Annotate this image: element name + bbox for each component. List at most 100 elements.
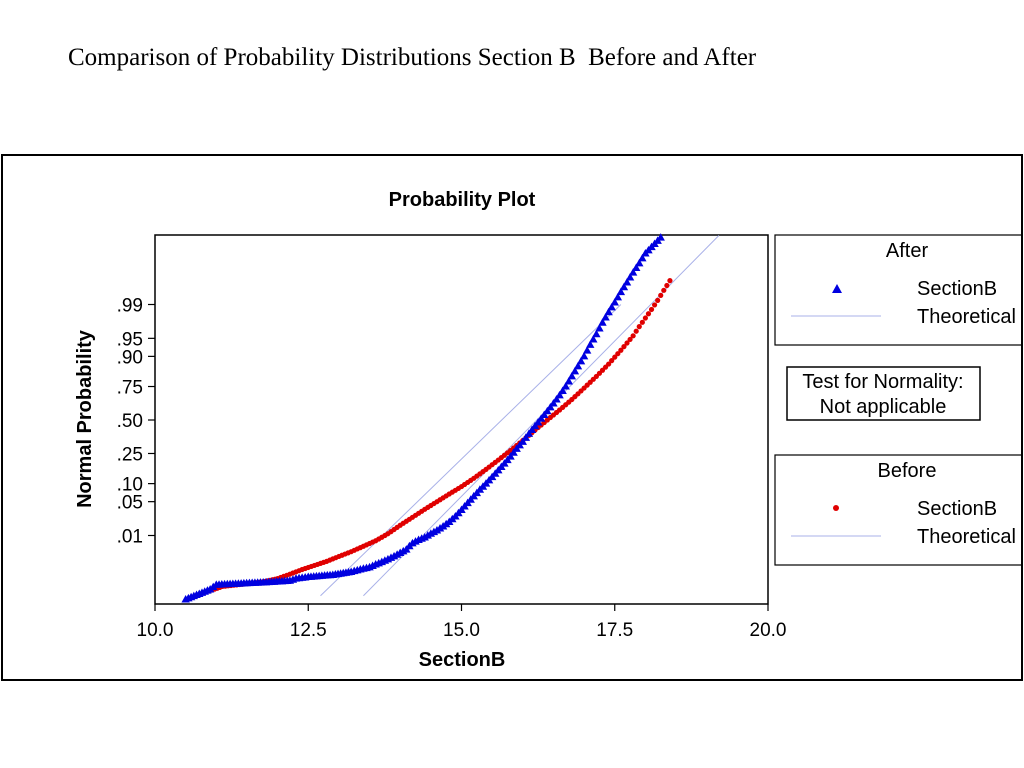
y-axis-title: Normal Probability <box>74 329 96 508</box>
legend-before-marker <box>833 505 839 511</box>
after-point <box>622 277 632 286</box>
after-point <box>586 340 595 348</box>
before-point <box>667 278 673 284</box>
after-points <box>181 233 665 603</box>
x-tick-label: 20.0 <box>750 620 787 641</box>
before-point <box>609 358 615 364</box>
before-point <box>655 297 661 304</box>
after-point <box>638 253 647 262</box>
plot-area <box>154 234 769 605</box>
after-point <box>549 399 558 407</box>
y-tick-label: .95 <box>117 329 143 350</box>
after-point <box>589 335 598 343</box>
after-point <box>616 287 626 296</box>
after-point <box>595 323 604 332</box>
after-point <box>546 402 555 411</box>
y-tick-label: .99 <box>117 296 143 317</box>
before-point <box>645 311 652 317</box>
x-tick-label: 17.5 <box>596 620 633 641</box>
after-point <box>625 273 635 281</box>
before-point <box>606 361 612 367</box>
after-point <box>536 414 546 422</box>
legend-before: Before SectionB Theoretical <box>774 454 1021 566</box>
legend-before-line-label: Theoretical <box>917 526 1016 548</box>
legend-before-box <box>774 454 1021 566</box>
after-point <box>579 351 589 360</box>
y-tick-label: .05 <box>117 493 143 514</box>
y-tick-label: .50 <box>117 411 143 432</box>
before-point <box>618 347 624 353</box>
before-point <box>658 292 664 298</box>
probability-plot: Probability Plot 10.0 12.5 15.0 17.5 20.0 .9… <box>74 189 1021 671</box>
x-axis: 10.0 12.5 15.0 17.5 20.0 <box>137 604 787 641</box>
legend-after-heading: After <box>886 240 929 262</box>
plot-title: Probability Plot <box>389 189 536 211</box>
normality-line2: Not applicable <box>820 396 947 418</box>
before-point <box>627 336 633 343</box>
x-axis-title: SectionB <box>419 649 506 671</box>
after-point <box>632 263 641 271</box>
y-tick-label: .25 <box>117 444 143 465</box>
legend-before-series-label: SectionB <box>917 498 997 520</box>
after-point <box>604 307 613 316</box>
after-point <box>576 356 586 365</box>
after-point <box>552 394 561 403</box>
after-point <box>582 346 592 354</box>
before-point <box>639 319 645 325</box>
y-axis: .99 .95.90 .75 .50 .25 .10.05 .01 <box>117 296 155 548</box>
after-point <box>619 282 629 291</box>
x-tick-label: 15.0 <box>443 620 480 641</box>
after-point <box>570 366 580 375</box>
after-point <box>555 390 564 399</box>
before-point <box>661 287 667 293</box>
y-tick-label: .01 <box>117 527 143 548</box>
before-point <box>651 302 658 308</box>
slide-title: Comparison of Probability Distributions … <box>68 44 757 71</box>
before-point <box>612 354 618 360</box>
after-point <box>509 448 518 456</box>
legend-after-marker <box>832 284 842 293</box>
after-point <box>573 361 583 370</box>
before-point <box>630 333 636 339</box>
after-point <box>540 410 549 418</box>
after-point <box>524 429 534 437</box>
before-point <box>615 351 621 357</box>
after-point <box>558 386 567 394</box>
before-point <box>621 344 627 350</box>
theoretical-line <box>320 304 622 597</box>
after-point <box>613 292 623 301</box>
legend-after-series-label: SectionB <box>917 278 997 300</box>
before-point <box>633 328 639 334</box>
legend-after-line-label: Theoretical <box>917 306 1016 328</box>
after-point <box>521 433 531 441</box>
after-point <box>628 268 638 276</box>
y-tick-label: .90 <box>117 347 143 368</box>
legend-after-box <box>774 234 1021 346</box>
after-point <box>561 382 570 390</box>
after-point <box>567 371 577 380</box>
normality-box: Test for Normality: Not applicable <box>786 366 981 421</box>
after-point <box>527 425 537 434</box>
legend-after: After SectionB Theoretical <box>774 234 1021 346</box>
after-point <box>543 406 552 415</box>
before-point <box>648 306 655 313</box>
before-point <box>636 324 642 330</box>
before-point <box>624 340 630 346</box>
y-tick-label: .10 <box>117 475 143 496</box>
after-point <box>518 437 527 445</box>
after-point <box>506 452 515 460</box>
after-point <box>592 329 601 338</box>
after-point <box>635 258 644 267</box>
after-point <box>607 302 616 311</box>
x-tick-label: 12.5 <box>290 620 327 641</box>
after-point <box>656 233 665 241</box>
chart-frame: Probability Plot 10.0 12.5 15.0 17.5 20.0 .9… <box>1 154 1023 681</box>
x-tick-label: 10.0 <box>137 620 174 641</box>
after-point <box>601 312 610 321</box>
normality-line1: Test for Normality: <box>802 371 963 393</box>
before-point <box>642 315 649 321</box>
after-point <box>610 298 619 306</box>
legend-before-heading: Before <box>878 460 937 482</box>
y-tick-label: .75 <box>117 378 143 399</box>
after-point <box>598 318 607 326</box>
